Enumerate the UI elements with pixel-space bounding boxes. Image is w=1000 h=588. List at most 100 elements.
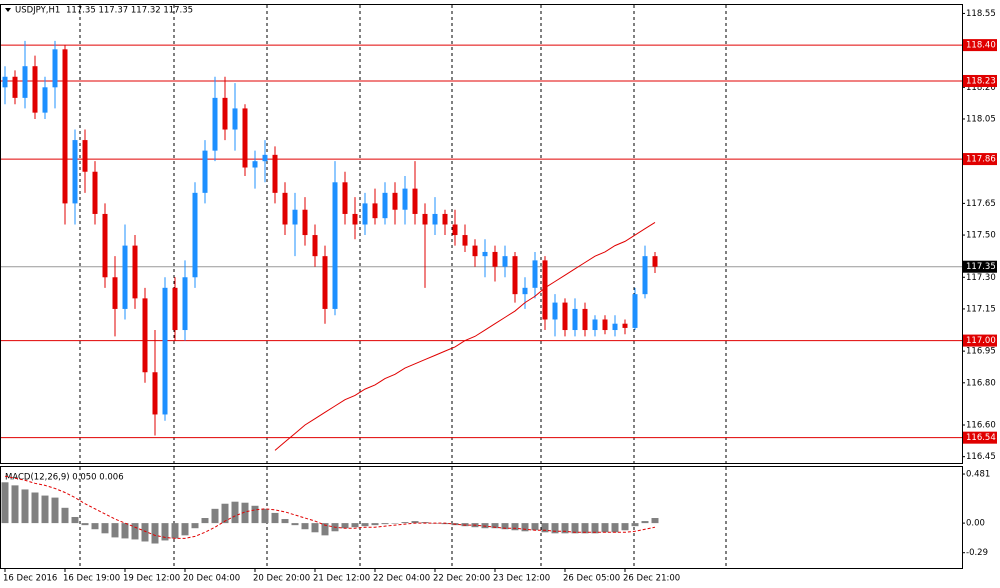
- candle-body: [362, 203, 368, 225]
- histogram-bar: [441, 523, 449, 525]
- histogram-bar: [71, 516, 79, 524]
- candle-body: [162, 287, 168, 415]
- histogram-bar: [511, 523, 519, 531]
- candle-body: [632, 294, 638, 328]
- candle-body: [622, 323, 628, 328]
- candle-body: [72, 140, 78, 204]
- separators: [79, 5, 727, 568]
- x-tick-label: 16 Dec 19:00: [63, 574, 120, 584]
- x-tick-label: 19 Dec 12:00: [123, 574, 180, 584]
- y-tick-label: 0.00: [966, 519, 985, 529]
- candle-body: [542, 260, 548, 320]
- macd-title: MACD(12,26,9) 0.050 0.006: [5, 473, 124, 483]
- current-price-tag: [963, 260, 997, 273]
- histogram-bar: [521, 523, 529, 532]
- signal-line: [4, 475, 656, 539]
- histogram-bar: [51, 497, 59, 524]
- histogram-bar: [641, 521, 649, 524]
- y-tick-label: -0.29: [966, 548, 988, 558]
- histogram-bar: [231, 501, 239, 524]
- candle-body: [652, 256, 658, 267]
- histogram-bar: [211, 508, 219, 524]
- histogram-bar: [401, 522, 409, 524]
- level-tag: [963, 431, 997, 444]
- candle-body: [152, 372, 158, 415]
- level-tag: [963, 153, 997, 166]
- level-tag: [963, 39, 997, 52]
- y-tick-label: 118.20: [966, 83, 996, 93]
- histogram-bar: [221, 503, 229, 524]
- candle-body: [2, 76, 8, 88]
- level-label: 118.23: [966, 76, 996, 86]
- main-pane: [0, 4, 963, 464]
- candle-body: [182, 277, 188, 331]
- candle-body: [212, 97, 218, 151]
- x-tick-label: 20 Dec 04:00: [183, 574, 240, 584]
- y-tick-label: 116.45: [966, 452, 996, 462]
- histogram-bar: [651, 518, 659, 524]
- candle-body: [22, 66, 28, 98]
- candle-body: [32, 66, 38, 113]
- candle-body: [402, 188, 408, 210]
- histogram-bar: [601, 523, 609, 533]
- candle-body: [612, 323, 618, 331]
- histogram-bar: [151, 523, 159, 544]
- level-tag: [963, 74, 997, 87]
- candle-body: [102, 213, 108, 278]
- histogram-bar: [1, 482, 9, 524]
- candle-body: [532, 260, 538, 288]
- candle-body: [512, 256, 518, 295]
- candle-body: [272, 154, 278, 193]
- histogram-bar: [541, 523, 549, 533]
- y-tick-label: 118.55: [966, 9, 996, 19]
- candle-body: [232, 108, 238, 130]
- histogram-bar: [81, 523, 89, 526]
- candle-body: [412, 188, 418, 214]
- candle-body: [372, 203, 378, 219]
- histogram-bar: [411, 521, 419, 524]
- x-tick-label: 22 Dec 04:00: [373, 574, 430, 584]
- candle-body: [282, 192, 288, 225]
- x-tick-label: 21 Dec 12:00: [313, 574, 370, 584]
- histogram-bar: [101, 523, 109, 534]
- candle-body: [382, 192, 388, 219]
- histogram-bar: [581, 523, 589, 534]
- histogram-bar: [131, 523, 139, 540]
- histogram-bar: [201, 518, 209, 524]
- symbol: USDJPY,H1: [15, 6, 60, 16]
- candle-body: [392, 192, 398, 210]
- candle-body: [582, 308, 588, 331]
- candle-body: [92, 171, 98, 214]
- y-tick-label: 117.65: [966, 199, 996, 209]
- histogram-bar: [321, 523, 329, 536]
- candle-body: [122, 245, 128, 309]
- quote: 117.35 117.37 117.32 117.35: [66, 6, 193, 16]
- histogram-bar: [381, 523, 389, 525]
- candle-body: [42, 87, 48, 113]
- candle-body: [192, 192, 198, 278]
- histogram-bar: [91, 523, 99, 530]
- histogram-bar: [271, 512, 279, 524]
- histogram-bar: [551, 523, 559, 534]
- current-price-label: 117.35: [966, 262, 996, 272]
- histogram-bar: [31, 492, 39, 524]
- candle-body: [132, 245, 138, 299]
- candle-body: [262, 154, 268, 162]
- histogram-bar: [421, 522, 429, 524]
- histogram-bar: [261, 508, 269, 524]
- histogram-bar: [501, 523, 509, 530]
- y-tick-label: 116.80: [966, 378, 996, 388]
- histogram-bar: [21, 489, 29, 524]
- candle-body: [602, 319, 608, 331]
- candle-body: [552, 302, 558, 320]
- histogram-bar: [591, 523, 599, 534]
- candle-body: [522, 287, 528, 295]
- histogram-bar: [391, 523, 399, 524]
- y-tick-label: 117.50: [966, 231, 996, 241]
- level-label: 118.40: [966, 41, 996, 51]
- histogram-bar: [111, 523, 119, 538]
- menu-arrow[interactable]: [5, 8, 11, 12]
- x-tick-label: 22 Dec 20:00: [433, 574, 490, 584]
- candle-body: [202, 150, 208, 193]
